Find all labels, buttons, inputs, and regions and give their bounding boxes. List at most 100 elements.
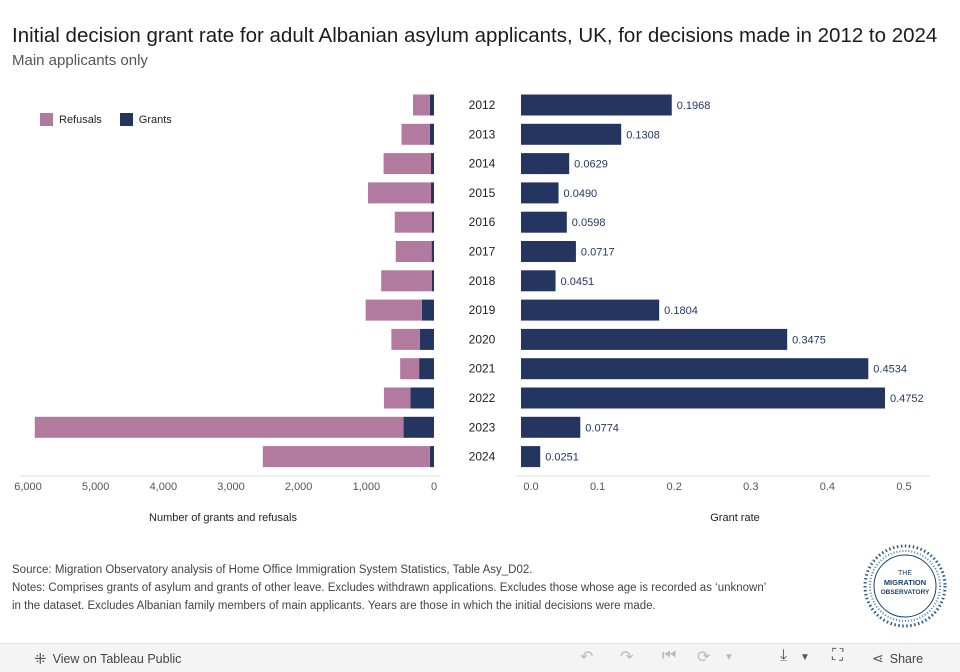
legend-swatch-refusals: [40, 113, 53, 126]
view-on-tableau-link[interactable]: ⁜ View on Tableau Public: [34, 650, 181, 668]
grant-rate-label-2023: 0.0774: [585, 422, 619, 434]
left-x-tick-label: 3,000: [217, 481, 245, 493]
grant-rate-label-2024: 0.0251: [545, 452, 579, 464]
grant-rate-label-2020: 0.3475: [792, 334, 826, 346]
source-note: Source: Migration Observatory analysis o…: [12, 564, 533, 576]
notes: Source: Migration Observatory analysis o…: [12, 561, 852, 615]
grants-bar-2017: [431, 241, 434, 262]
refusals-bar-2019: [365, 299, 422, 321]
grants-bar-2020: [419, 328, 434, 350]
grant-rate-bar-2022: [521, 387, 886, 409]
left-x-tick-label: 4,000: [150, 481, 178, 493]
left-x-tick-label: 5,000: [82, 481, 110, 493]
right-x-tick-label: 0.3: [743, 481, 758, 493]
refusals-bar-2020: [391, 328, 420, 350]
grant-rate-label-2022: 0.4752: [890, 393, 924, 405]
grant-rate-label-2016: 0.0598: [572, 217, 606, 229]
grant-rate-bar-2014: [521, 153, 570, 175]
chart-title: Initial decision grant rate for adult Al…: [12, 24, 938, 47]
grant-rate-label-2021: 0.4534: [873, 364, 907, 376]
year-label-2024: 2024: [469, 450, 496, 464]
logo-text-1: THE: [898, 570, 912, 577]
year-label-2017: 2017: [469, 245, 496, 259]
grant-rate-bar-2013: [521, 123, 622, 145]
logo-text-2: MIGRATION: [884, 578, 926, 587]
year-label-2014: 2014: [469, 157, 496, 171]
refusals-bar-2023: [34, 416, 404, 438]
grant-rate-bar-2016: [521, 211, 567, 233]
grant-rate-label-2014: 0.0629: [574, 159, 608, 171]
share-icon: ⋖: [872, 650, 884, 666]
grant-rate-label-2019: 0.1804: [664, 305, 698, 317]
grant-rate-bar-2023: [521, 416, 581, 438]
right-x-tick-label: 0.2: [667, 481, 682, 493]
redo-icon[interactable]: ↷: [620, 649, 634, 666]
tableau-footer: ⁜ View on Tableau Public ↶ ↷ ⏮ ⟳ ▼ ⤓ ▼ ⛶…: [0, 643, 960, 672]
download-icon[interactable]: ⤓: [780, 647, 788, 664]
download-dropdown-icon[interactable]: ▼: [800, 652, 810, 663]
grants-bar-2013: [429, 123, 434, 145]
refusals-bar-2016: [394, 211, 432, 233]
grant-rate-label-2017: 0.0717: [581, 247, 615, 259]
grant-rate-label-2013: 0.1308: [626, 129, 660, 141]
left-x-tick-label: 1,000: [353, 481, 381, 493]
fullscreen-icon[interactable]: ⛶: [832, 647, 844, 664]
right-x-tick-label: 0.4: [820, 481, 835, 493]
grant-rate-bar-2024: [521, 446, 541, 468]
year-label-2015: 2015: [469, 186, 496, 200]
year-label-2020: 2020: [469, 332, 496, 346]
grants-bar-2016: [431, 211, 434, 233]
year-label-2016: 2016: [469, 215, 496, 229]
year-label-2013: 2013: [469, 127, 496, 141]
chart-subtitle: Main applicants only: [12, 52, 148, 69]
view-on-tableau-label: View on Tableau Public: [52, 652, 182, 666]
grant-rate-bar-2017: [521, 241, 576, 262]
grant-rate-label-2015: 0.0490: [564, 188, 598, 200]
grant-rate-bar-2019: [521, 299, 660, 321]
refusals-bar-2022: [383, 387, 411, 409]
year-label-2023: 2023: [469, 420, 496, 434]
notes-line-1: Notes: Comprises grants of asylum and gr…: [12, 582, 767, 594]
grants-bar-2021: [419, 358, 434, 380]
refresh-icon[interactable]: ⟳: [697, 649, 711, 666]
share-button[interactable]: ⋖ Share: [872, 650, 923, 667]
legend-swatch-grants: [119, 113, 133, 126]
legend: Refusals Grants: [40, 113, 190, 126]
notes-line-2: in the dataset. Excludes Albanian family…: [12, 600, 656, 612]
grants-bar-2018: [431, 270, 434, 292]
right-x-tick-label: 0.1: [590, 481, 605, 493]
year-label-2021: 2021: [469, 362, 496, 376]
migration-observatory-logo[interactable]: THE MIGRATION OBSERVATORY: [862, 543, 948, 629]
logo-text-3: OBSERVATORY: [881, 589, 930, 596]
grant-rate-label-2018: 0.0451: [561, 276, 595, 288]
grant-rate-bar-2015: [521, 182, 559, 204]
grants-bar-2019: [421, 299, 434, 321]
grants-bar-2012: [429, 94, 434, 116]
chart-area: 6,000 5,000 4,000 3,000 2,000 1,000 0 Number of…: [14, 94, 930, 524]
refresh-dropdown-icon[interactable]: ▼: [724, 652, 734, 663]
grant-rate-bar-2020: [521, 328, 788, 350]
refusals-bar-2018: [381, 270, 432, 292]
legend-label-grants: Grants: [138, 113, 172, 126]
left-x-tick-label: 6,000: [14, 481, 42, 493]
refusals-bar-2017: [395, 241, 432, 262]
refusals-bar-2024: [262, 446, 430, 468]
right-x-tick-label: 0.5: [896, 481, 911, 493]
legend-label-refusals: Refusals: [59, 113, 102, 126]
left-x-tick-label: 2,000: [285, 481, 313, 493]
legend-item-refusals[interactable]: Refusals: [40, 113, 102, 126]
grant-rate-bar-2018: [521, 270, 556, 292]
undo-icon[interactable]: ↶: [580, 649, 594, 666]
year-label-2012: 2012: [469, 98, 496, 112]
year-label-2019: 2019: [469, 303, 496, 317]
year-label-2022: 2022: [469, 391, 496, 405]
legend-item-grants[interactable]: Grants: [119, 113, 172, 126]
grant-rate-label-2012: 0.1968: [677, 100, 711, 112]
grants-bar-2015: [430, 182, 434, 204]
refusals-bar-2012: [413, 94, 430, 116]
revert-icon[interactable]: ⏮: [662, 647, 677, 664]
share-label: Share: [889, 651, 924, 666]
refusals-bar-2021: [400, 358, 420, 380]
grants-bar-2023: [403, 416, 434, 438]
grants-bar-2014: [430, 153, 434, 175]
